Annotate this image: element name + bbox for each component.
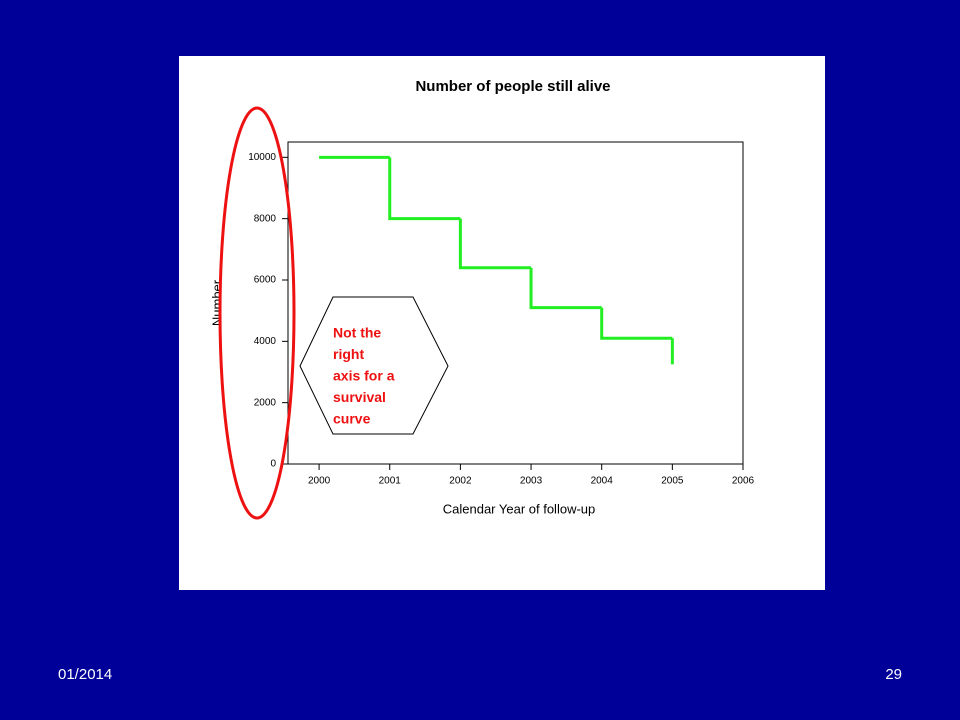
y-tick-label: 2000 [254, 397, 277, 408]
footer-date: 01/2014 [58, 666, 112, 683]
y-tick-label: 0 [270, 459, 276, 470]
callout-hexagon [299, 296, 449, 435]
annotation: Not the right axis for a survival curve [333, 325, 395, 427]
y-tick-label: 4000 [254, 336, 277, 347]
x-tick-label: 2004 [591, 476, 614, 487]
step-segment [458, 218, 532, 270]
x-tick-label: 2003 [520, 476, 543, 487]
x-tick-label: 2001 [379, 476, 402, 487]
chart-panel [179, 56, 825, 590]
plot-frame [287, 141, 744, 465]
y-tick-label: 6000 [254, 275, 277, 286]
step-segment [600, 307, 673, 340]
annotation-line: axis for a [333, 368, 395, 384]
annotation-line: curve [333, 411, 371, 427]
step-segment [388, 157, 461, 221]
x-tick-label: 2002 [449, 476, 472, 487]
chart-title: Number of people still alive [415, 78, 610, 95]
x-tick-label: 2000 [308, 476, 331, 487]
highlight-ellipse [218, 106, 296, 520]
x-tick-label: 2006 [732, 476, 755, 487]
x-axis-label: Calendar Year of follow-up [443, 501, 596, 516]
annotation-line: right [333, 346, 364, 362]
y-axis-label: Number [209, 279, 224, 326]
page-number: 29 [885, 666, 902, 683]
step-segment [529, 267, 602, 310]
y-tick-label: 8000 [254, 213, 277, 224]
annotation-line: survival [333, 389, 386, 405]
marks: 0 2000 4000 6000 8000 10000 2000 2001 2002 2003 20… [248, 152, 754, 487]
y-tick-label: 10000 [248, 152, 276, 163]
annotation-line: Not the [333, 325, 381, 341]
x-tick-label: 2005 [661, 476, 684, 487]
